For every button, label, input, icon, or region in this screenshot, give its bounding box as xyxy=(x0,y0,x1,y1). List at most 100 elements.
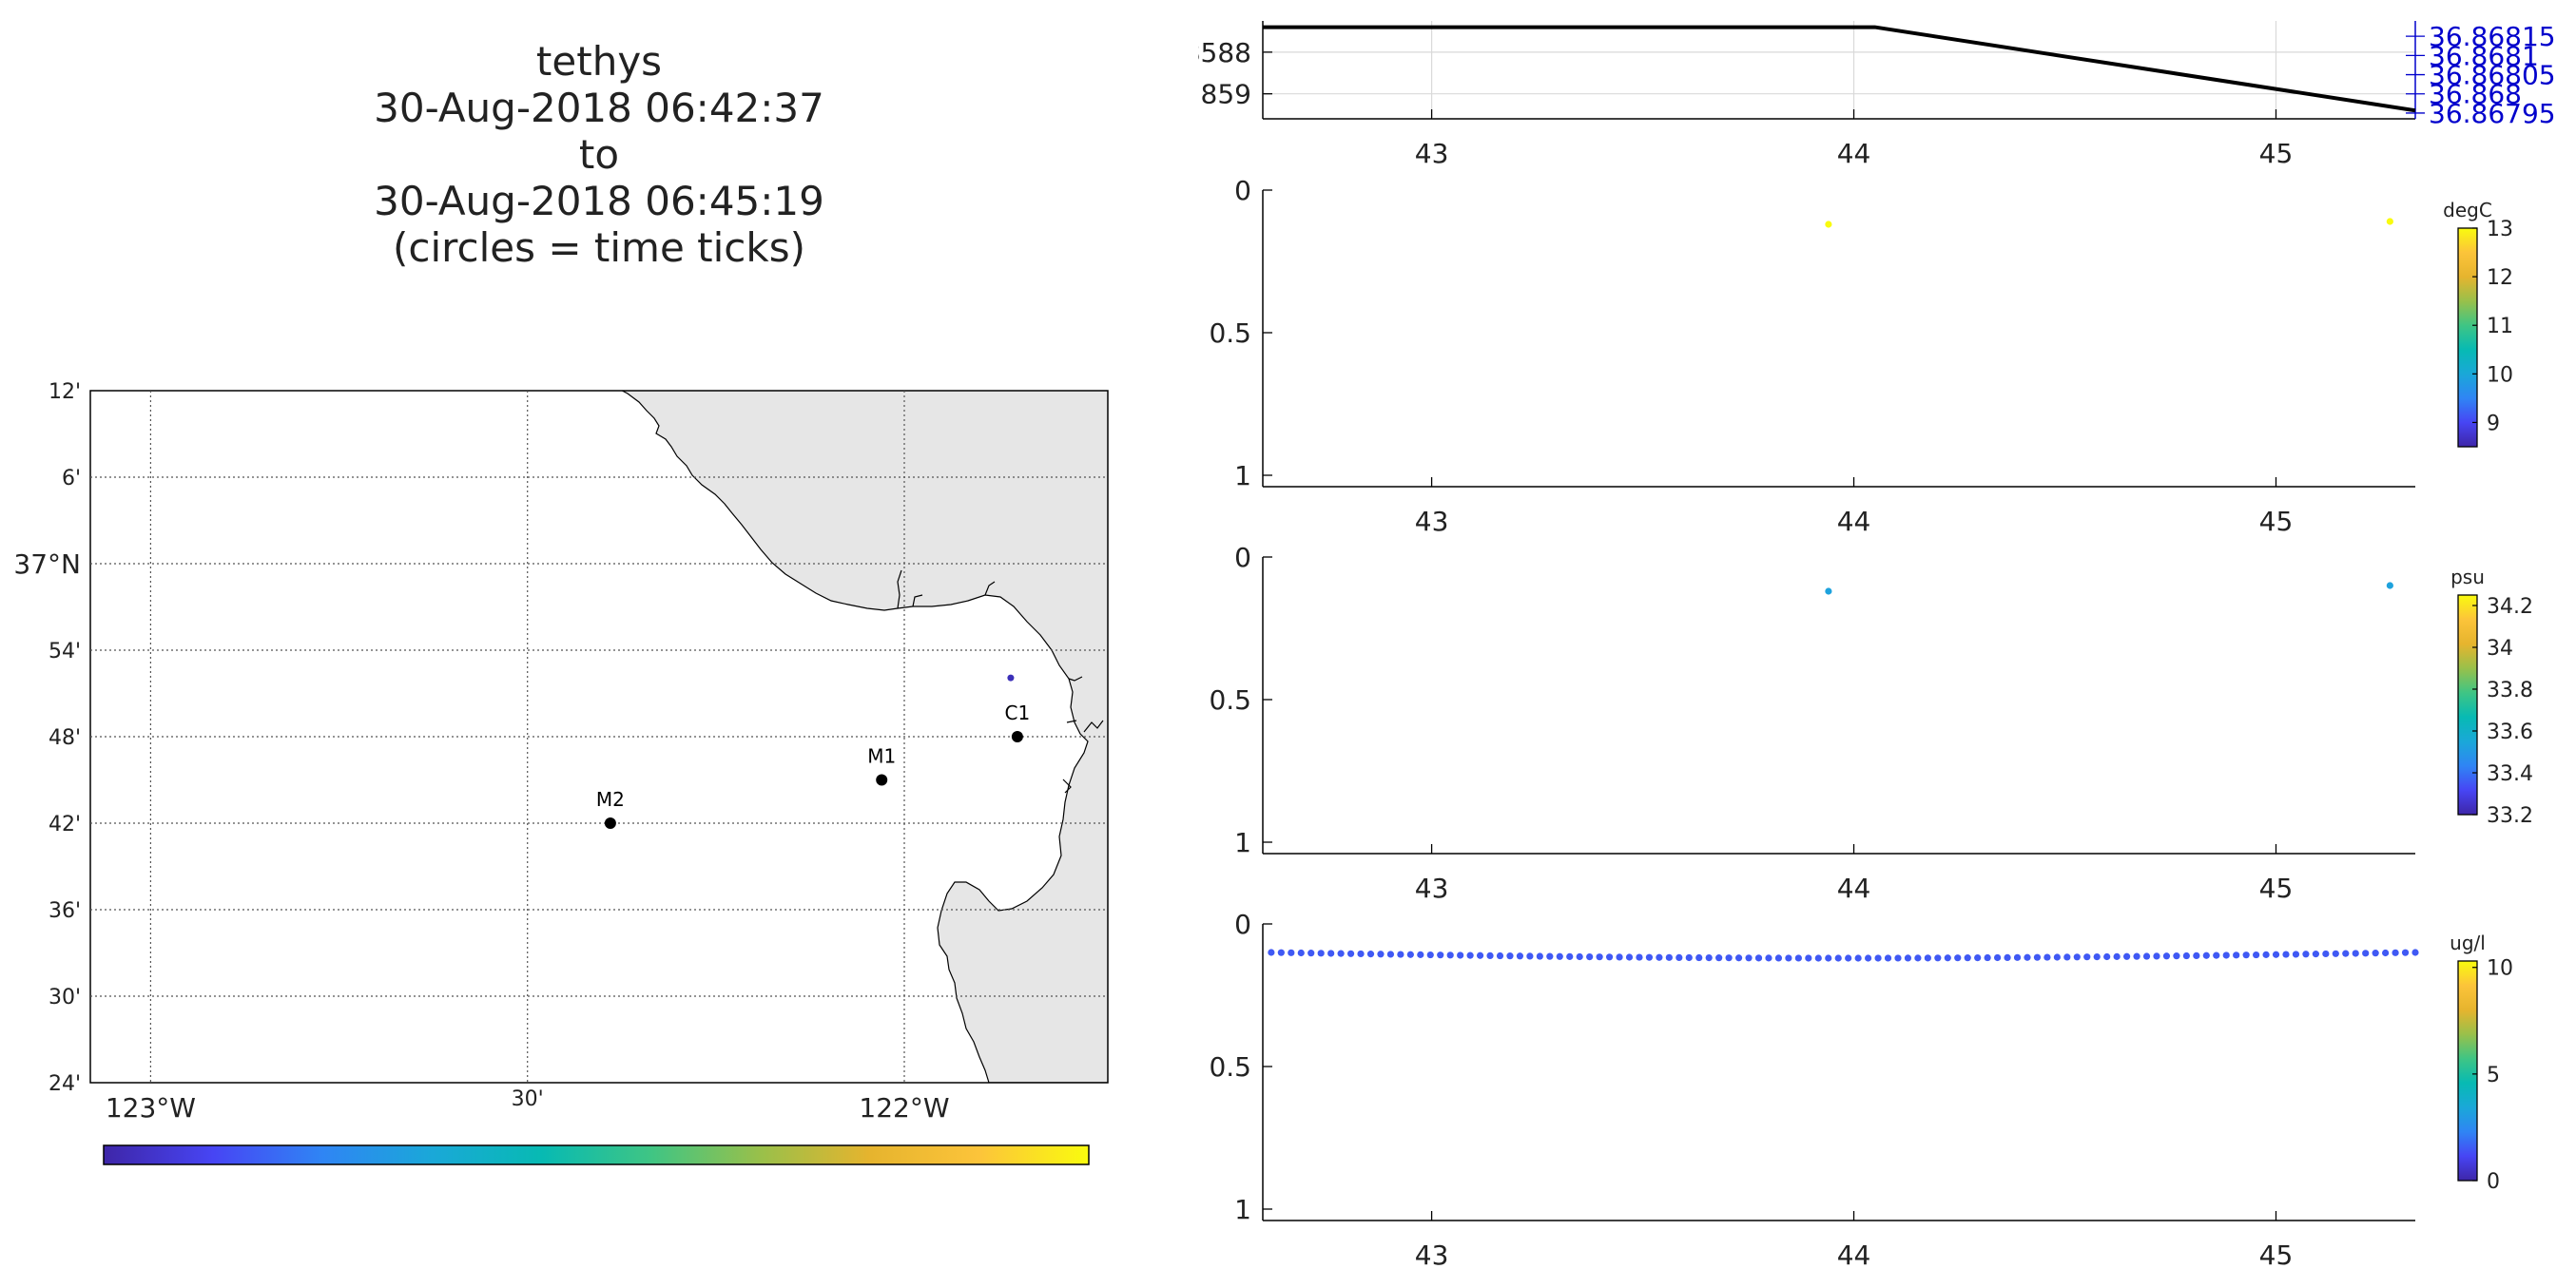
plot-data-point xyxy=(2292,951,2300,958)
plot-colorbar-unit: degC xyxy=(2443,199,2492,221)
plot-data-point xyxy=(1884,954,1892,962)
plot-data-point xyxy=(2392,949,2399,956)
plot-data-point xyxy=(1506,952,1514,960)
plot-data-point xyxy=(1924,954,1931,962)
plot-data-point xyxy=(2033,953,2042,961)
plot-x-tick-label: 45 xyxy=(2259,138,2294,169)
plot-data-point xyxy=(1566,952,1574,960)
plots-root: 434445-121.8588-121.859lon36.8681536.868… xyxy=(1198,21,2556,1271)
plot-colorbar-tick-label: 5 xyxy=(2487,1064,2500,1087)
plot-data-point xyxy=(1774,954,1783,962)
plot-data-point xyxy=(2162,952,2171,960)
plot-data-point xyxy=(1486,952,1494,959)
plot-data-point xyxy=(1625,953,1634,961)
plot-x-tick-label: 43 xyxy=(1415,873,1449,904)
plot-data-point xyxy=(1437,952,1444,959)
plot-data-point xyxy=(2123,952,2131,960)
plot-x-tick-label: 45 xyxy=(2259,873,2294,904)
plot-colorbar-tick-label: 11 xyxy=(2487,315,2513,338)
plot-y-tick-label: 0 xyxy=(1234,909,1251,940)
plot-colorbar-unit: psu xyxy=(2450,566,2485,588)
plot-data-point xyxy=(2312,951,2319,958)
plot-data-point xyxy=(1636,953,1643,961)
plot-y-tick-label: 0.5 xyxy=(1209,684,1251,716)
station-marker-c1 xyxy=(1011,731,1023,742)
map-panel: 12' 6' 37°N 54' 48' 42' 36' 30' 24' 123°W 30' 122°W… xyxy=(13,380,1109,1165)
plot-data-point xyxy=(1576,952,1583,961)
map-lon-label: 123°W xyxy=(106,1092,196,1124)
plot-y-tick-label: -121.8588 xyxy=(1198,37,1251,68)
station-label-m1: M1 xyxy=(867,745,896,768)
lon-series-line xyxy=(1263,25,2416,113)
plot-salinity: 43444500.51Salinitypsu33.233.433.633.834… xyxy=(1209,542,2533,904)
plot-data-point xyxy=(1765,954,1772,962)
map-lon-label: 30' xyxy=(512,1087,544,1111)
plot-data-point xyxy=(2063,953,2071,961)
plot-data-point xyxy=(2043,953,2051,961)
plot-y2-tick-label: 36.86815 xyxy=(2429,21,2556,52)
plot-colorbar-tick-label: 33.6 xyxy=(2487,721,2533,744)
plot-data-point xyxy=(1616,953,1623,961)
map-stations: C1 M1 M2 xyxy=(596,702,1030,829)
plot-data-point xyxy=(1526,952,1534,960)
plot-data-point xyxy=(1357,950,1365,958)
plot-data-point xyxy=(1964,954,1971,962)
plot-data-point xyxy=(1825,221,1832,228)
plot-x-tick-label: 43 xyxy=(1415,1240,1449,1271)
plot-data-point xyxy=(2013,953,2022,961)
plot-data-point xyxy=(2352,950,2359,957)
map-tick-labels: 12' 6' 37°N 54' 48' 42' 36' 30' 24' 123°W 30' 122°W xyxy=(13,380,949,1124)
plot-data-point xyxy=(1297,949,1305,957)
plot-data-point xyxy=(2213,952,2220,959)
plot-y2-tick-label: 36.8681 xyxy=(2429,40,2539,71)
station-marker-m2 xyxy=(604,817,616,829)
plot-data-point xyxy=(1854,954,1862,962)
plot-data-point xyxy=(1845,954,1852,962)
plot-data-point xyxy=(1864,954,1872,962)
title-line-end: 30-Aug-2018 06:45:19 xyxy=(374,178,824,224)
plot-data-point xyxy=(2193,952,2200,959)
plot-data-point xyxy=(2401,949,2410,956)
plot-y2-tick-label: 36.868 xyxy=(2429,79,2522,110)
plot-colorbar-tick-label: 34 xyxy=(2487,637,2513,661)
plot-data-point xyxy=(1814,954,1822,962)
plot-data-point xyxy=(1327,950,1335,957)
plot-data-point xyxy=(1386,951,1395,958)
plot-colorbar-tick-label: 10 xyxy=(2487,363,2513,387)
plot-data-point xyxy=(2233,952,2240,959)
station-label-c1: C1 xyxy=(1005,702,1031,724)
plot-data-point xyxy=(1556,952,1563,960)
plot-data-point xyxy=(1366,951,1375,958)
plot-data-point xyxy=(1426,951,1434,959)
plot-data-point xyxy=(2382,949,2390,957)
plot-data-point xyxy=(1894,954,1902,962)
map-colorbar xyxy=(103,1144,1090,1165)
plot-x-tick-label: 45 xyxy=(2259,1240,2294,1271)
station-label-m2: M2 xyxy=(596,788,625,811)
plot-y-tick-label: 0.5 xyxy=(1209,1051,1251,1083)
map-lat-label: 48' xyxy=(48,726,81,750)
title-line-to: to xyxy=(578,131,620,178)
land-mass xyxy=(621,391,1108,1083)
plot-y2-tick-label: 36.86805 xyxy=(2429,60,2556,91)
plot-colorbar-tick-label: 0 xyxy=(2487,1170,2500,1194)
plot-colorbar-unit: ug/l xyxy=(2450,932,2486,954)
map-lat-label: 30' xyxy=(48,986,81,1009)
plot-data-point xyxy=(1397,951,1404,958)
plot-data-point xyxy=(1605,953,1614,961)
title-line-mission: tethys xyxy=(535,38,663,85)
plot-data-point xyxy=(2073,953,2081,961)
plot-data-point xyxy=(1874,954,1882,962)
plot-data-point xyxy=(1944,954,1951,962)
plot-data-point xyxy=(1914,954,1922,962)
vehicle-position xyxy=(1007,674,1015,682)
plot-data-point xyxy=(2302,951,2310,958)
plot-y2-tick-label: 36.86795 xyxy=(2429,98,2556,129)
station-marker-m1 xyxy=(876,774,888,786)
title-line-start: 30-Aug-2018 06:42:37 xyxy=(374,85,824,131)
plot-data-point xyxy=(2153,952,2160,960)
plot-data-point xyxy=(1337,950,1345,957)
plot-data-point xyxy=(1406,951,1414,958)
plot-x-tick-label: 44 xyxy=(1837,1240,1871,1271)
